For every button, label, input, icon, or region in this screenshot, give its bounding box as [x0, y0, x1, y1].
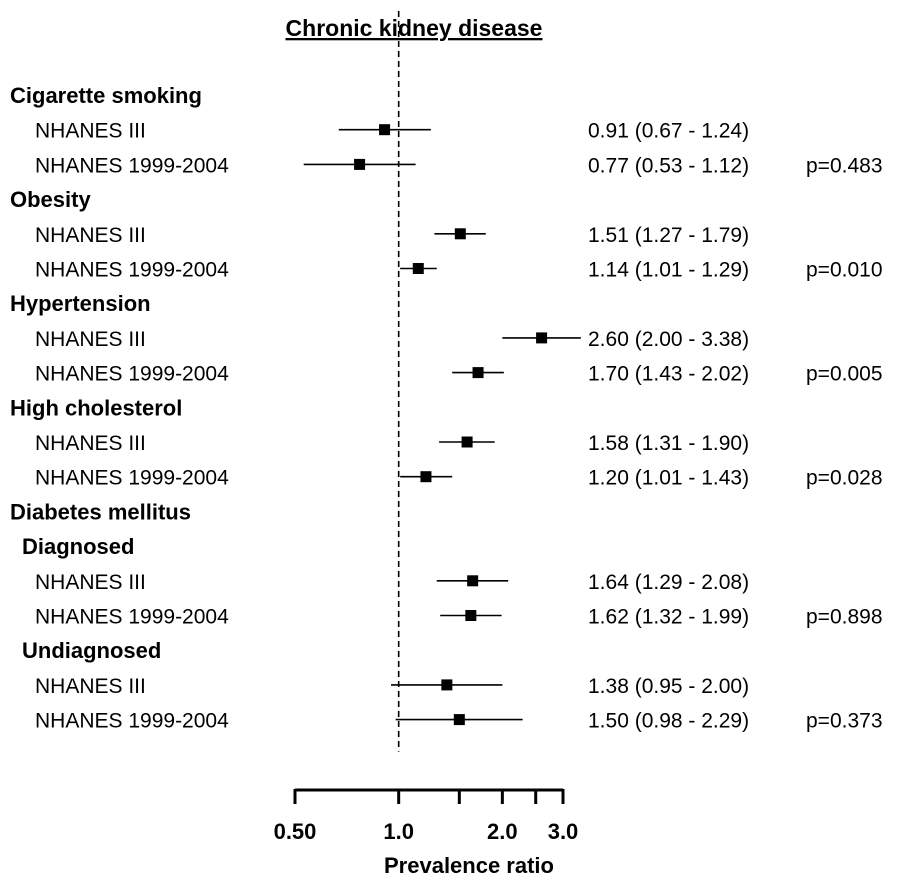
point-estimate: [461, 436, 473, 448]
ci-text: 1.50 (0.98 - 2.29): [588, 710, 749, 733]
p-value: p=0.010: [806, 259, 883, 282]
point-estimate: [441, 679, 453, 691]
point-estimate: [354, 158, 366, 170]
row-label: NHANES 1999-2004: [35, 363, 229, 386]
point-estimate: [379, 124, 391, 136]
ci-text: 1.70 (1.43 - 2.02): [588, 363, 749, 386]
x-tick-label: 3.0: [548, 819, 579, 844]
ci-text: 1.64 (1.29 - 2.08): [588, 571, 749, 594]
point-estimate: [465, 610, 477, 621]
point-estimate: [536, 332, 548, 344]
chart-title: Chronic kidney disease: [286, 15, 543, 41]
row-label: NHANES 1999-2004: [35, 259, 229, 282]
group-label: Obesity: [10, 187, 91, 212]
ci-text: 1.51 (1.27 - 1.79): [588, 224, 749, 247]
row-label: NHANES III: [35, 432, 146, 455]
point-estimate: [454, 228, 466, 240]
group-label: Diabetes mellitus: [10, 499, 191, 524]
row-label: NHANES 1999-2004: [35, 710, 229, 733]
rows-layer: Cigarette smoking NHANES III 0.91 (0.67 - …: [10, 11, 883, 752]
point-estimate: [453, 714, 465, 726]
x-axis: 0.50 1.0 2.0 3.0: [274, 788, 579, 844]
ci-text: 1.38 (0.95 - 2.00): [588, 675, 749, 698]
subgroup-label: Undiagnosed: [22, 638, 161, 663]
row-label: NHANES 1999-2004: [35, 606, 229, 629]
row-label: NHANES 1999-2004: [35, 154, 229, 177]
p-value: p=0.028: [806, 467, 883, 490]
p-value: p=0.898: [806, 606, 883, 629]
ci-text: 2.60 (2.00 - 3.38): [588, 328, 749, 351]
point-estimate: [412, 263, 424, 274]
row-label: NHANES III: [35, 675, 146, 698]
p-value: p=0.373: [806, 710, 883, 733]
p-value: p=0.005: [806, 363, 883, 386]
subgroup-label: Diagnosed: [22, 534, 134, 559]
ci-text: 0.91 (0.67 - 1.24): [588, 120, 749, 143]
row-label: NHANES 1999-2004: [35, 467, 229, 490]
group-label: High cholesterol: [10, 395, 182, 420]
p-value: p=0.483: [806, 154, 883, 177]
ci-text: 1.14 (1.01 - 1.29): [588, 259, 749, 282]
row-label: NHANES III: [35, 224, 146, 247]
point-estimate: [467, 575, 479, 587]
group-label: Hypertension: [10, 291, 151, 316]
ci-text: 1.58 (1.31 - 1.90): [588, 432, 749, 455]
x-tick-label: 2.0: [487, 819, 518, 844]
point-estimate: [472, 367, 484, 379]
row-label: NHANES III: [35, 328, 146, 351]
x-tick-label: 1.0: [383, 819, 414, 844]
ci-text: 1.20 (1.01 - 1.43): [588, 467, 749, 490]
x-axis-title: Prevalence ratio: [384, 853, 554, 878]
row-label: NHANES III: [35, 571, 146, 594]
ci-text: 1.62 (1.32 - 1.99): [588, 606, 749, 629]
ci-text: 0.77 (0.53 - 1.12): [588, 154, 749, 177]
row-label: NHANES III: [35, 120, 146, 143]
group-label: Cigarette smoking: [10, 83, 202, 108]
x-tick-label: 0.50: [274, 819, 317, 844]
point-estimate: [420, 471, 432, 483]
